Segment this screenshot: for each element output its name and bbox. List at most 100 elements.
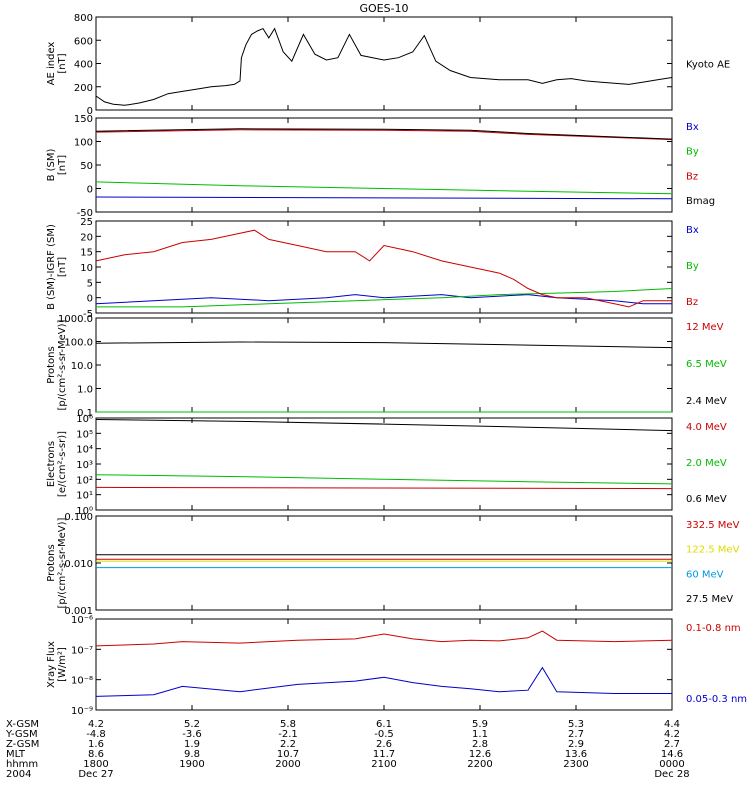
panel-frame bbox=[95, 417, 673, 511]
y-tick-label: -50 bbox=[77, 208, 93, 219]
y-tick-label: 0 bbox=[87, 294, 93, 305]
y-tick-label: 1.0 bbox=[77, 385, 93, 396]
ephemeris-row-label: MLT bbox=[6, 749, 26, 760]
y-tick-label: 25 bbox=[80, 217, 93, 228]
panel-electrons bbox=[95, 417, 673, 511]
ephemeris-value: Dec 27 bbox=[78, 769, 113, 780]
ephemeris-value: Dec 28 bbox=[654, 769, 689, 780]
legend-label: 12 MeV bbox=[686, 322, 724, 333]
y-tick-label: 0.100 bbox=[64, 512, 93, 523]
y-tick-label: 10.0 bbox=[71, 361, 93, 372]
ephemeris-value: 8.6 bbox=[88, 749, 104, 760]
y-axis-label: Protons bbox=[46, 346, 57, 383]
legend-label: 2.0 MeV bbox=[686, 458, 727, 469]
panel-ae bbox=[95, 16, 673, 111]
legend-label: Bmag bbox=[686, 196, 715, 207]
ephemeris-value: -4.8 bbox=[86, 729, 106, 740]
ephemeris-value: 5.8 bbox=[280, 719, 296, 730]
ephemeris-value: 5.9 bbox=[472, 719, 488, 730]
ephemeris-value: 2.2 bbox=[280, 739, 296, 750]
y-tick-label: 10³ bbox=[76, 460, 93, 471]
ephemeris-value: 1.9 bbox=[184, 739, 200, 750]
chart-title: GOES-10 bbox=[359, 2, 408, 15]
y-tick-label: 0 bbox=[87, 185, 93, 196]
panel-frame bbox=[95, 317, 673, 413]
legend-label: 0.6 MeV bbox=[686, 494, 727, 505]
y-axis-label: AE index bbox=[46, 42, 57, 86]
ephemeris-value: 14.6 bbox=[661, 749, 683, 760]
legend-label: Bx bbox=[686, 225, 699, 236]
ephemeris-value: 13.6 bbox=[565, 749, 587, 760]
ephemeris-value: 0000 bbox=[659, 759, 684, 770]
legend-label: 0.1-0.8 nm bbox=[686, 623, 741, 634]
ephemeris-value: 4.2 bbox=[664, 729, 680, 740]
legend-label: 0.05-0.3 nm bbox=[686, 694, 747, 705]
ephemeris-row-label: Y-GSM bbox=[5, 729, 38, 740]
y-axis-label: [W/m²] bbox=[57, 647, 68, 682]
ephemeris-value: 1.6 bbox=[88, 739, 104, 750]
y-tick-label: 0 bbox=[87, 106, 93, 117]
legend-label: By bbox=[686, 147, 699, 158]
panel-xray bbox=[95, 618, 673, 711]
ephemeris-value: 2200 bbox=[467, 759, 492, 770]
y-tick-label: 10⁻⁸ bbox=[71, 676, 93, 687]
y-axis-label: B (SM) bbox=[46, 148, 57, 181]
y-axis-label: Electrons bbox=[46, 441, 57, 487]
y-tick-label: 800 bbox=[74, 13, 93, 24]
ephemeris-row-label: hhmm bbox=[6, 759, 38, 770]
ephemeris-value: 1900 bbox=[179, 759, 204, 770]
series-line bbox=[95, 474, 673, 485]
ephemeris-row-label: 2004 bbox=[6, 769, 31, 780]
panel-frame bbox=[95, 618, 673, 711]
series-line bbox=[95, 27, 673, 106]
ephemeris-value: 4.4 bbox=[664, 719, 680, 730]
y-axis-label: [nT] bbox=[57, 155, 68, 175]
legend-label: Bz bbox=[686, 171, 698, 182]
ephemeris-value: 5.3 bbox=[568, 719, 584, 730]
ephemeris-value: 10.7 bbox=[277, 749, 299, 760]
y-tick-label: 200 bbox=[74, 83, 93, 94]
y-axis-label: Protons bbox=[46, 544, 57, 581]
y-tick-label: 100.0 bbox=[64, 338, 93, 349]
series-line bbox=[95, 128, 673, 140]
ephemeris-row-label: Z-GSM bbox=[6, 739, 39, 750]
y-tick-label: 600 bbox=[74, 36, 93, 47]
legend-label: By bbox=[686, 261, 699, 272]
panel-protons_low bbox=[95, 317, 673, 413]
y-tick-label: 0.010 bbox=[64, 559, 93, 570]
legend-label: Bz bbox=[686, 297, 698, 308]
y-tick-label: 15 bbox=[80, 248, 93, 259]
ephemeris-value: 2.7 bbox=[568, 729, 584, 740]
y-tick-label: 20 bbox=[80, 232, 93, 243]
y-tick-label: 10⁴ bbox=[76, 445, 93, 456]
legend-label: 4.0 MeV bbox=[686, 422, 727, 433]
ephemeris-value: 2.8 bbox=[472, 739, 488, 750]
y-tick-label: 10¹ bbox=[76, 491, 93, 502]
series-line bbox=[95, 341, 673, 349]
legend-label: 332.5 MeV bbox=[686, 520, 740, 531]
y-tick-label: 5 bbox=[87, 278, 93, 289]
ephemeris-value: 4.2 bbox=[88, 719, 104, 730]
series-line bbox=[95, 129, 673, 141]
panel-frame bbox=[95, 515, 673, 611]
legend-label: Kyoto AE bbox=[686, 60, 730, 71]
y-tick-label: 150 bbox=[74, 114, 93, 125]
panel-protons_high bbox=[95, 515, 673, 611]
ephemeris-value: 2.7 bbox=[664, 739, 680, 750]
ephemeris-row-label: X-GSM bbox=[6, 719, 39, 730]
legend-label: 27.5 MeV bbox=[686, 594, 733, 605]
y-tick-label: 1000.0 bbox=[58, 314, 93, 325]
y-axis-label: [p/(cm²-s-sr-MeV)] bbox=[57, 319, 68, 410]
y-axis-label: [nT] bbox=[57, 257, 68, 277]
y-tick-label: 10⁰ bbox=[76, 506, 93, 517]
y-tick-label: 10⁻⁷ bbox=[71, 645, 93, 656]
legend-label: 122.5 MeV bbox=[686, 545, 740, 556]
y-tick-label: 10⁵ bbox=[76, 429, 93, 440]
panel-bdiff bbox=[95, 220, 673, 314]
ephemeris-value: 6.1 bbox=[376, 719, 392, 730]
ephemeris-value: -0.5 bbox=[374, 729, 394, 740]
series-line bbox=[96, 288, 673, 308]
ephemeris-value: 11.7 bbox=[373, 749, 395, 760]
series-line bbox=[95, 294, 672, 305]
